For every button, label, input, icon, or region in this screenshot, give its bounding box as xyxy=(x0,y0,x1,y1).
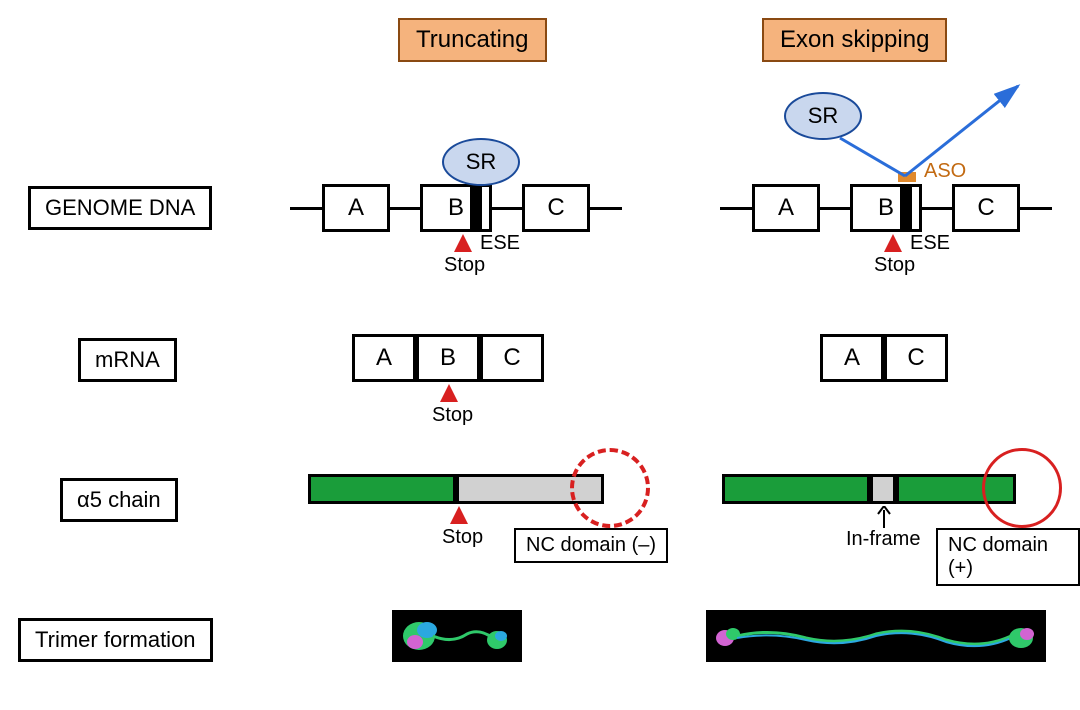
exon-c-trunc: C xyxy=(522,184,590,232)
header-exon-skipping: Exon skipping xyxy=(762,18,947,62)
mrna-c-trunc: C xyxy=(480,334,544,382)
genome-line-1c xyxy=(492,207,522,210)
genome-line-2c xyxy=(922,207,952,210)
stop-label-skip-genome: Stop xyxy=(874,254,915,277)
trimer-extended-icon xyxy=(711,614,1041,658)
sr-ellipse-trunc: SR xyxy=(442,138,520,186)
a5-green-left-skip xyxy=(722,474,870,504)
stop-label-trunc-genome: Stop xyxy=(444,254,485,277)
genome-line-2a xyxy=(720,207,752,210)
mrna-a-trunc: A xyxy=(352,334,416,382)
genome-line-2b xyxy=(820,207,850,210)
exon-a-trunc: A xyxy=(322,184,390,232)
ese-label-skip: ESE xyxy=(910,232,950,255)
stop-label-a5-trunc: Stop xyxy=(442,526,483,549)
header-truncating: Truncating xyxy=(398,18,547,62)
nc-plus-label: NC domain (+) xyxy=(936,528,1080,586)
stop-triangle-a5-trunc xyxy=(450,506,468,524)
label-genome-dna: GENOME DNA xyxy=(28,186,212,230)
nc-minus-label: NC domain (–) xyxy=(514,528,668,563)
ese-bar-skip xyxy=(900,186,912,230)
stop-label-trunc-mrna: Stop xyxy=(432,404,473,427)
blue-arrow-sr-bounce xyxy=(770,80,1060,190)
inframe-label: In-frame xyxy=(846,528,920,551)
exon-c-skip: C xyxy=(952,184,1020,232)
exon-a-skip: A xyxy=(752,184,820,232)
genome-line-1a xyxy=(290,207,322,210)
inframe-arrow-icon xyxy=(876,506,892,528)
stop-triangle-skip-genome xyxy=(884,234,902,252)
ese-label-trunc: ESE xyxy=(480,232,520,255)
genome-line-1b xyxy=(390,207,420,210)
nc-circle-solid xyxy=(982,448,1062,528)
label-a5-chain: α5 chain xyxy=(60,478,178,522)
mrna-a-skip: A xyxy=(820,334,884,382)
label-mrna: mRNA xyxy=(78,338,177,382)
trimer-box-skip xyxy=(706,610,1046,662)
diagram-stage: Truncating Exon skipping GENOME DNA mRNA… xyxy=(0,0,1080,710)
stop-triangle-trunc-mrna xyxy=(440,384,458,402)
mrna-b-trunc: B xyxy=(416,334,480,382)
trimer-box-trunc xyxy=(392,610,522,662)
mrna-c-skip: C xyxy=(884,334,948,382)
a5-gray-skip xyxy=(870,474,896,504)
ese-bar-trunc xyxy=(470,186,482,230)
nc-circle-dashed xyxy=(570,448,650,528)
trimer-collapsed-icon xyxy=(397,614,517,658)
a5-green-trunc xyxy=(308,474,456,504)
genome-line-2d xyxy=(1020,207,1052,210)
stop-triangle-trunc-genome xyxy=(454,234,472,252)
genome-line-1d xyxy=(590,207,622,210)
label-trimer-formation: Trimer formation xyxy=(18,618,213,662)
